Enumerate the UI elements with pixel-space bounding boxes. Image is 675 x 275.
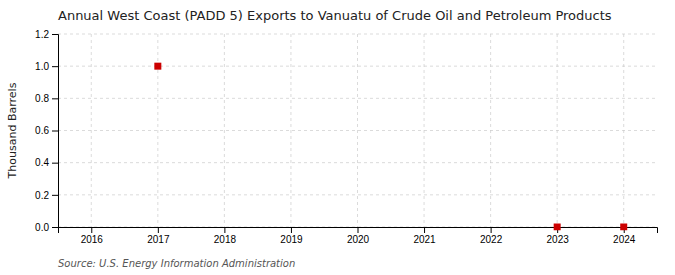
x-tick-mark [358,227,359,233]
x-tick-mark [91,227,92,233]
x-tick-label: 2023 [547,234,570,245]
point [554,224,561,231]
y-tick-label: 0.6 [35,125,49,136]
x-tick-mark [424,227,425,233]
grid [58,34,657,227]
y-axis-line [52,35,59,228]
y-tick-mark [52,227,58,228]
y-tick-label: 0.4 [35,157,49,168]
x-tick: 2018 [214,227,237,245]
grid-line-x [557,34,558,227]
x-tick: 2019 [280,227,303,245]
grid-line-x [224,34,225,227]
y-tick-mark [52,163,58,164]
y-tick-label: 0.0 [35,222,49,233]
grid-line-x [91,34,92,227]
x-tick-label: 2016 [81,234,104,245]
grid-line-x [290,34,291,227]
y-tick-mark [52,131,58,132]
y-tick: 0.2 [35,190,58,201]
chart: 2016201720182019202020212022202320240.00… [0,0,675,275]
points [154,63,627,231]
x-tick-label: 2021 [413,234,436,245]
x-tick-label: 2022 [480,234,503,245]
plot: 2016201720182019202020212022202320240.00… [35,29,657,245]
y-axis: 0.0 0.2 0.4 0.6 0.8 1.0 1.2 [35,29,58,233]
x-tick-label: 2018 [214,234,237,245]
x-tick-mark [291,227,292,233]
title: Annual West Coast (PADD 5) Exports to Va… [58,8,612,23]
grid-line-x [623,34,624,227]
x-tick-label: 2020 [347,234,370,245]
y-tick-label: 1.2 [35,29,49,40]
y-tick-mark [52,66,58,67]
grid-line-y [58,98,657,99]
y-tick-mark [52,98,58,99]
x-axis: 2016 2017 2018 2019 2020 2021 2022 2023 2024 [59,227,658,245]
point [620,224,627,231]
grid-line-x [357,34,358,227]
y-tick-label: 0.8 [35,93,49,104]
y-tick-mark [52,34,58,35]
x-tick: 2022 [480,227,503,245]
grid-line-x [424,34,425,227]
y-tick: 0.8 [35,93,58,104]
x-tick-mark [491,227,492,233]
y-axis-title: Thousand Barrels [6,82,19,179]
point [154,63,161,70]
x-tick: 2021 [413,227,436,245]
x-tick-mark [158,227,159,233]
y-tick: 0.6 [35,125,58,136]
y-tick-label: 0.2 [35,190,49,201]
y-tick-mark [52,195,58,196]
y-tick: 0.4 [35,157,58,168]
grid-line-x [490,34,491,227]
source: Source: U.S. Energy Information Administ… [58,258,295,269]
x-tick: 2017 [147,227,170,245]
grid-line-y [58,194,657,195]
x-tick-label: 2017 [147,234,170,245]
y-tick: 1.2 [35,29,58,40]
x-tick-label: 2024 [613,234,636,245]
x-tick-label: 2019 [280,234,303,245]
x-tick: 2016 [81,227,104,245]
x-tick: 2020 [347,227,370,245]
y-tick: 1.0 [35,61,58,72]
y-tick: 0.0 [35,222,58,233]
x-tick-mark [224,227,225,233]
y-tick-label: 1.0 [35,61,49,72]
x-axis-line [59,228,658,234]
